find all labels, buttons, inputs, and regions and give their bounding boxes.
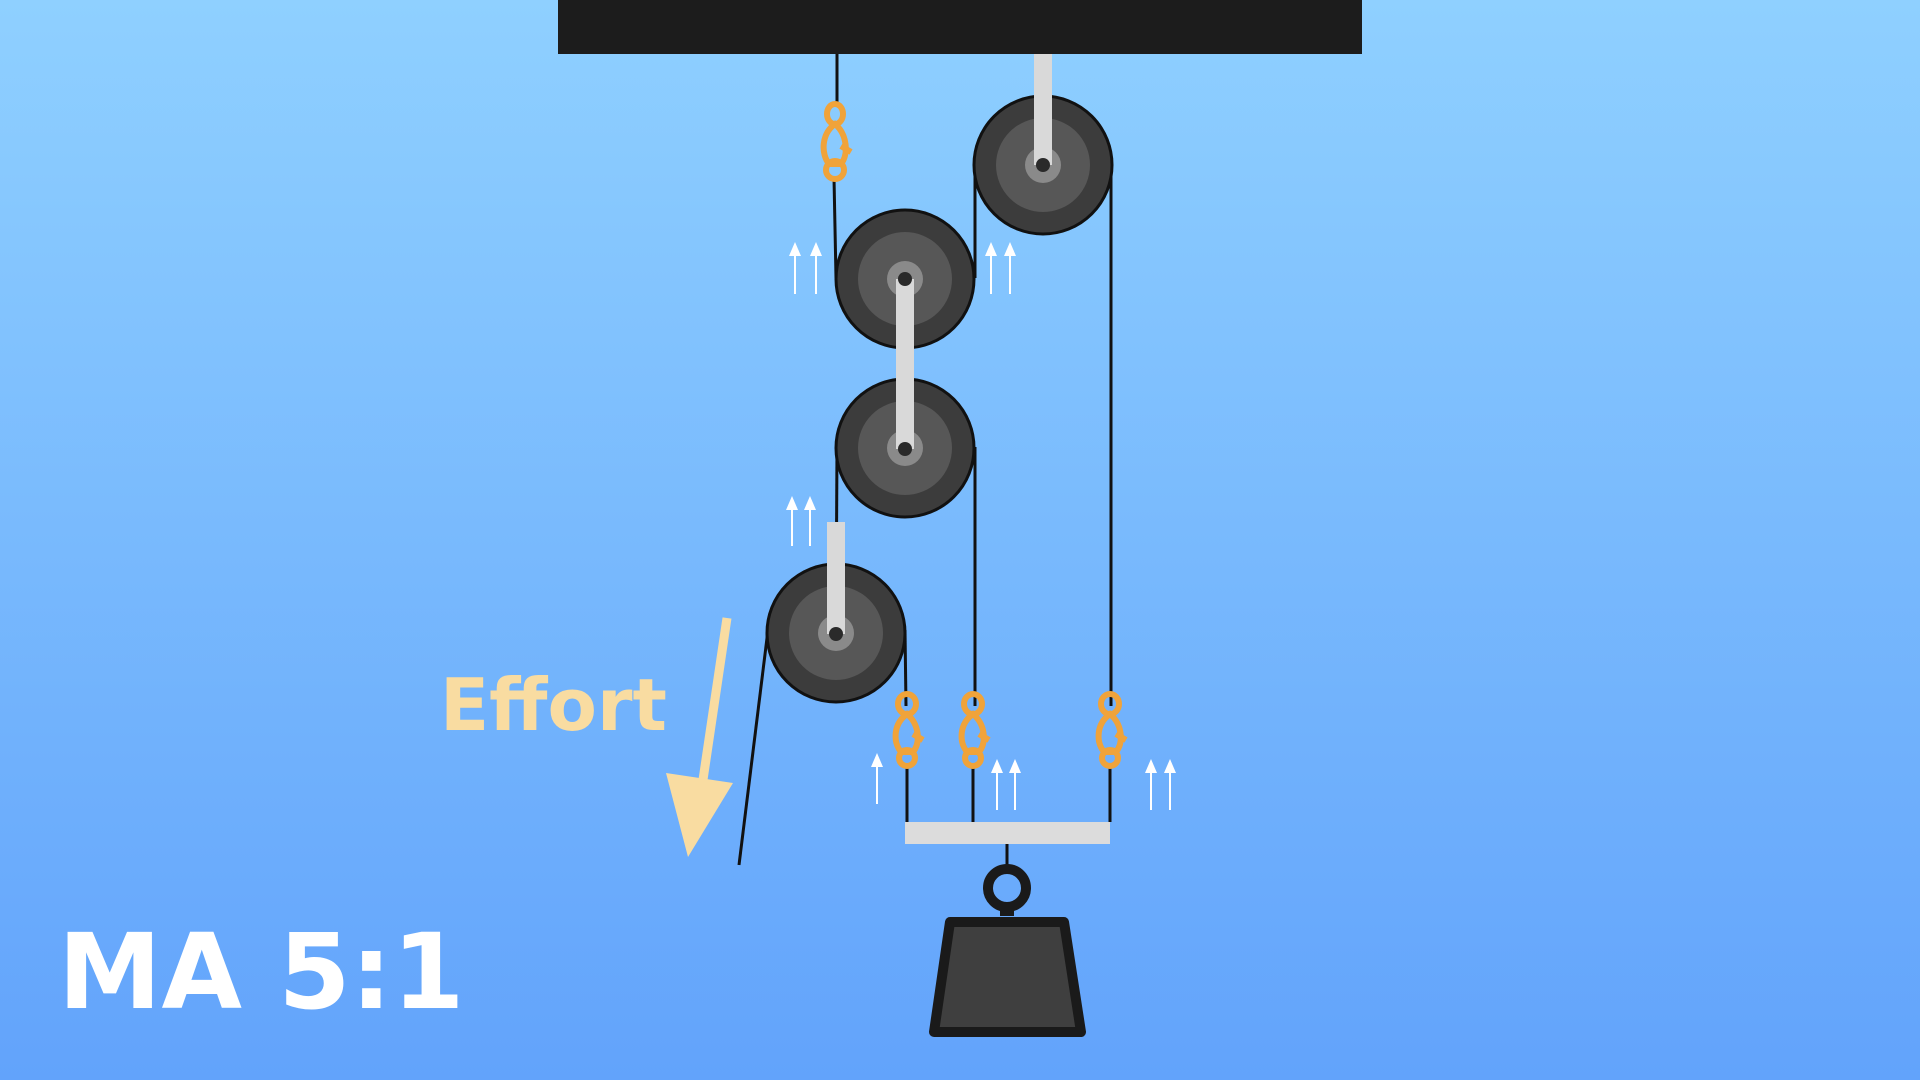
rope-clip-to-pulley-2 [832, 177, 838, 279]
clip-top-gate [839, 143, 853, 155]
clip-b-gate [977, 731, 991, 743]
weight [929, 864, 1086, 1037]
carabiner-clip-c [1095, 691, 1128, 769]
clip-c-lower-loop [1099, 747, 1121, 769]
effort-arrow [666, 617, 733, 857]
force-arrow-head [786, 496, 798, 510]
force-arrow-head [810, 242, 822, 256]
force-arrow-head [789, 242, 801, 256]
force-arrow-head [871, 753, 883, 767]
force-arrow-head [1145, 759, 1157, 773]
force-arrow-head [1004, 242, 1016, 256]
effort-arrow-shaft [695, 617, 732, 801]
rope-effort-end [737, 629, 770, 866]
force-arrow-head [985, 242, 997, 256]
arrow-pair-bottom-middle [991, 759, 1021, 810]
pulley-1 [972, 54, 1114, 236]
arrow-pair-right-upper [985, 242, 1016, 294]
clip-a-lower-loop [896, 747, 918, 769]
pulley-4-axle [829, 627, 843, 641]
arrow-pair-left-upper [789, 242, 822, 294]
clip-top-lower-loop [823, 158, 847, 182]
carabiner-clip-b [958, 691, 991, 769]
ceiling-beam [558, 0, 1362, 54]
force-arrow-head [1164, 759, 1176, 773]
pulley-4-strap [827, 522, 845, 634]
force-arrow-head [804, 496, 816, 510]
clip-a-gate [911, 731, 925, 743]
spreader-bar [905, 822, 1110, 844]
arrow-pair-left-middle [786, 496, 816, 546]
arrow-single-bottom [871, 753, 883, 804]
pulley-1-axle [1036, 158, 1050, 172]
effort-arrow-head [666, 773, 733, 857]
pulley-3-axle [898, 442, 912, 456]
clip-c-gate [1114, 731, 1128, 743]
carabiner-clip-a [892, 691, 925, 769]
carabiner-clip-top [820, 101, 853, 182]
effort-label: Effort [440, 663, 667, 747]
pulley-4 [765, 522, 907, 704]
arrow-pair-bottom-right [1145, 759, 1176, 810]
force-arrow-head [1009, 759, 1021, 773]
pulley-1-strap [1034, 54, 1052, 165]
mechanical-advantage-label: MA 5:1 [58, 911, 465, 1033]
force-arrow-head [991, 759, 1003, 773]
clip-b-lower-loop [962, 747, 984, 769]
pulley-2-axle [898, 272, 912, 286]
weight-neck [1000, 904, 1014, 916]
pulley-2-3-strap [896, 279, 914, 449]
weight-body [929, 917, 1086, 1037]
force-arrows [786, 242, 1176, 810]
